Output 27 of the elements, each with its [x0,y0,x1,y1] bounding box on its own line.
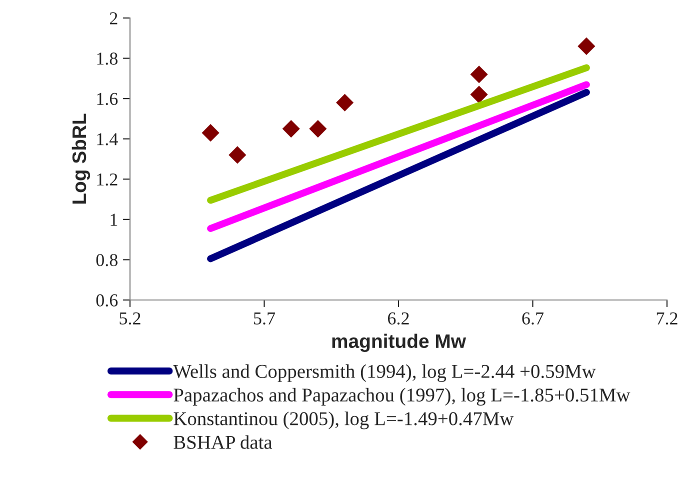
y-tick-label: 1.4 [97,133,118,146]
y-tick-label: 2 [110,12,118,24]
y-tick-label: 1.6 [97,92,118,106]
legend-label: Papazachos and Papazachou (1997), log L=-1.85+0.51Mw [174,388,630,406]
y-tick-label: 0.6 [96,294,118,307]
x-axis-title: magnitude Mw [332,334,466,352]
point [228,146,246,164]
point [202,124,220,142]
point [578,37,596,55]
x-tick-label: 6.7 [522,312,544,325]
point [309,120,327,138]
legend-label: BSHAP data [174,435,272,449]
y-axis-title: Log SbRL [72,114,90,204]
y-tick-label: 1 [110,214,118,226]
y-tick-label: 1.8 [97,52,118,65]
x-tick-label: 5.7 [254,312,276,325]
point [282,120,300,138]
x-tick-label: 7.2 [656,312,678,325]
y-tick-label: 0.8 [96,254,118,266]
legend-label: Konstantinou (2005), log L=-1.49+0.47Mw [174,412,514,430]
y-tick-label: 1.2 [97,173,118,186]
legend-label: Wells and Coppersmith (1994), log L=-2.44 +0.59Mw [173,364,596,382]
point [336,94,354,112]
x-tick-label: 5.2 [120,312,140,325]
x-tick-label: 6.2 [388,312,409,325]
point [470,66,488,84]
point [470,86,488,104]
